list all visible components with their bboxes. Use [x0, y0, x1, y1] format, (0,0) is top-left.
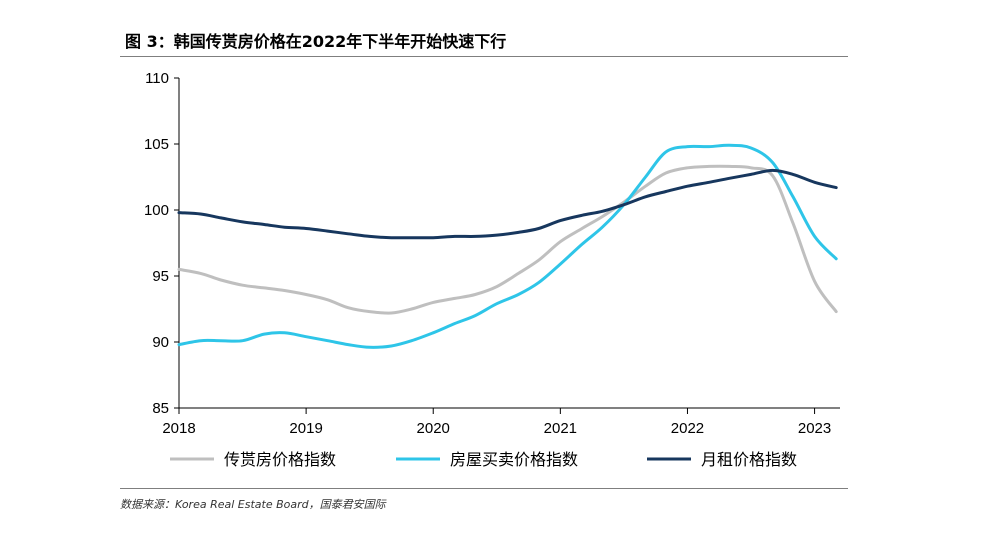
series-line-jeonse	[177, 164, 838, 315]
legend-sale-label: 房屋买卖价格指数	[450, 450, 578, 469]
title-divider	[120, 56, 848, 57]
data-source-note: 数据来源：Korea Real Estate Board，国泰君安国际	[120, 498, 386, 511]
x-tick-label-2018: 2018	[162, 420, 195, 437]
y-tick-label-85: 85	[152, 400, 169, 417]
y-tick-label-95: 95	[152, 268, 169, 285]
x-tick-label-2023: 2023	[798, 420, 831, 437]
legend-monthly-rent-label: 月租价格指数	[701, 450, 797, 469]
y-tick-label-100: 100	[144, 202, 169, 219]
series-line-sale	[177, 143, 838, 349]
x-tick-label-2022: 2022	[671, 420, 704, 437]
x-tick-label-2021: 2021	[544, 420, 577, 437]
series-line-monthly-rent	[177, 168, 838, 240]
chart-title: 图 3：韩国传贳房价格在2022年下半年开始快速下行	[125, 32, 507, 51]
footer-divider	[120, 488, 848, 489]
x-tick-label-2020: 2020	[417, 420, 450, 437]
line-chart: 85 90 95 100 105 110 2018 2019 2020 2021 2022 2023 传…	[144, 70, 840, 469]
legend-jeonse-label: 传贳房价格指数	[224, 450, 336, 469]
y-tick-label-105: 105	[144, 136, 169, 153]
chart-figure: 图 3：韩国传贳房价格在2022年下半年开始快速下行 85 90 95 100 105 1…	[120, 22, 848, 511]
x-tick-label-2019: 2019	[289, 420, 322, 437]
y-tick-label-90: 90	[152, 334, 169, 351]
y-tick-label-110: 110	[145, 70, 169, 87]
